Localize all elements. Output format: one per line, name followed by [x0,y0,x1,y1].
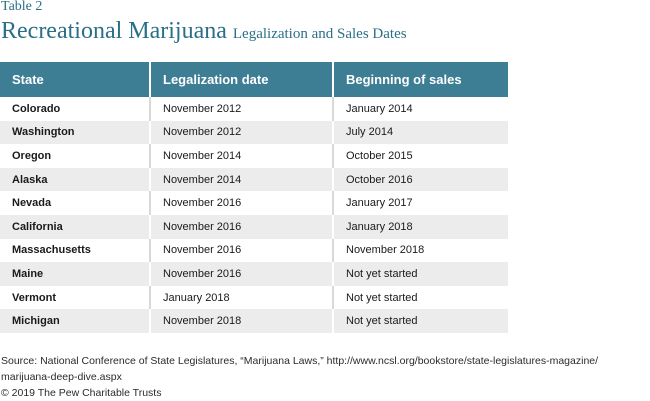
sales-date-cell: Not yet started [332,309,508,333]
table-header: State Legalization date Beginning of sal… [0,62,508,97]
column-header-legalization-date: Legalization date [149,62,333,97]
state-cell: Alaska [0,167,150,192]
sales-date-cell: October 2016 [332,167,508,192]
sales-date-cell: January 2017 [332,191,508,215]
sales-date-cell: Not yet started [332,285,508,310]
state-cell: Nevada [0,191,150,215]
table-row: Nevada November 2016 January 2017 [0,191,508,215]
state-cell: Michigan [0,309,150,333]
copyright-notice: © 2019 The Pew Charitable Trusts [1,387,162,399]
table-row: Washington November 2012 July 2014 [0,120,508,145]
legalization-date-cell: November 2014 [149,167,333,192]
title-row: Recreational Marijuana Legalization and … [1,16,407,49]
source-line: Source: National Conference of State Leg… [1,355,599,367]
legalization-date-cell: November 2016 [149,262,333,286]
state-cell: Massachusetts [0,238,150,263]
source-line: marijuana-deep-dive.aspx [1,371,122,383]
legalization-date-cell: November 2016 [149,214,333,239]
table-number: Table 2 [1,0,43,14]
state-cell: Maine [0,262,150,286]
legalization-date-cell: November 2012 [149,120,333,145]
table-row: Alaska November 2014 October 2016 [0,167,508,192]
legalization-date-cell: November 2012 [149,97,333,121]
table-row: Colorado November 2012 January 2014 [0,97,508,121]
column-header-beginning-of-sales: Beginning of sales [332,62,508,97]
state-cell: Oregon [0,144,150,168]
table-row: California November 2016 January 2018 [0,214,508,239]
table-row: Maine November 2016 Not yet started [0,262,508,286]
sales-date-cell: January 2018 [332,214,508,239]
legalization-date-cell: November 2018 [149,309,333,333]
header-row: State Legalization date Beginning of sal… [0,62,508,97]
sales-date-cell: Not yet started [332,262,508,286]
state-cell: California [0,214,150,239]
sales-date-cell: July 2014 [332,120,508,145]
table-row: Massachusetts November 2016 November 201… [0,238,508,263]
state-cell: Vermont [0,285,150,310]
column-header-state: State [0,62,150,97]
data-table: State Legalization date Beginning of sal… [0,62,508,333]
table-row: Vermont January 2018 Not yet started [0,285,508,310]
state-cell: Colorado [0,97,150,121]
legalization-date-cell: November 2016 [149,191,333,215]
state-cell: Washington [0,120,150,145]
legalization-date-cell: November 2016 [149,238,333,263]
table-row: Michigan November 2018 Not yet started [0,309,508,333]
source-note: Source: National Conference of State Leg… [1,353,641,385]
table-body: Colorado November 2012 January 2014 Wash… [0,97,508,333]
sales-date-cell: January 2014 [332,97,508,121]
legalization-date-cell: January 2018 [149,285,333,310]
sales-date-cell: November 2018 [332,238,508,263]
page-title: Recreational Marijuana [1,18,227,44]
table-row: Oregon November 2014 October 2015 [0,144,508,168]
page-subtitle: Legalization and Sales Dates [232,26,407,42]
legalization-date-cell: November 2014 [149,144,333,168]
sales-date-cell: October 2015 [332,144,508,168]
